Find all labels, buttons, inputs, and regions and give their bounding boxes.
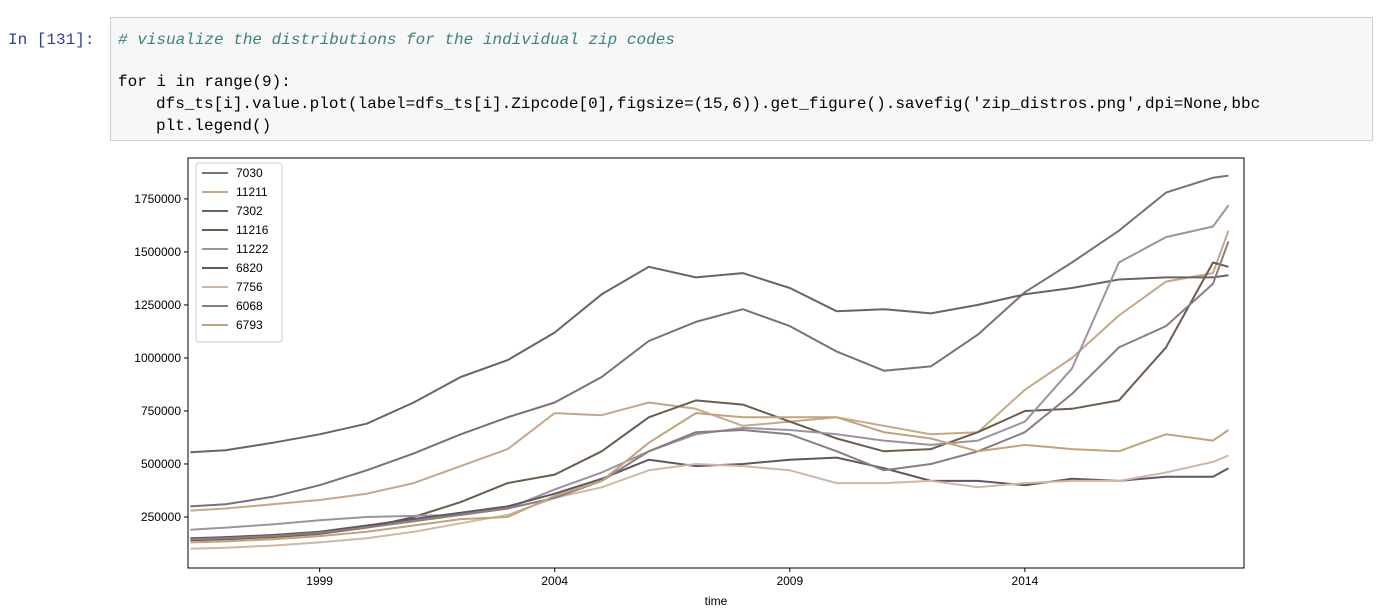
series-line [190,261,1229,542]
code-line: # visualize the distributions for the in… [118,31,675,49]
legend-label: 7302 [236,204,263,218]
y-tick-label: 500000 [141,457,181,471]
legend-label: 11211 [236,185,268,199]
code-line: dfs_ts[i].value.plot(label=dfs_ts[i].Zip… [156,95,1260,113]
series-line [190,454,1229,550]
plot-frame [187,157,1245,569]
legend-label: 6820 [236,261,263,275]
code-line: for i in range(9): [118,73,291,91]
series-line [190,265,1229,454]
legend-label: 6068 [236,299,263,313]
x-tick-label: 2014 [1012,574,1039,588]
series-line [190,174,1229,508]
chart: time 250000 500000 750000 1000000 1250000 150… [134,157,1245,608]
x-axis-label: time [705,594,728,608]
y-tick-label: 750000 [141,404,181,418]
code: # visualize the distributions for the in… [118,31,1260,135]
y-tick-label: 1500000 [134,245,181,259]
y-tick-label: 1250000 [134,298,181,312]
legend-label: 7756 [236,280,263,294]
x-tick-label: 2004 [541,574,568,588]
code-line: plt.legend() [156,117,271,135]
series-line [190,240,1230,541]
y-tick-label: 250000 [141,510,181,524]
code-cell[interactable] [110,17,1373,141]
legend-label: 11222 [236,242,269,256]
x-tick-label: 2009 [776,574,803,588]
legend-label: 11216 [236,223,269,237]
x-tick-label: 1999 [306,574,333,588]
cell-prompt: In [131]: [8,31,94,49]
y-tick-label: 1000000 [134,351,181,365]
series-line [190,456,1229,540]
legend-label: 7030 [236,166,263,180]
legend-label: 6793 [236,318,263,332]
series-line [190,230,1230,512]
legend-box [195,162,283,343]
y-tick-label: 1750000 [134,192,181,206]
series-line [190,412,1230,544]
